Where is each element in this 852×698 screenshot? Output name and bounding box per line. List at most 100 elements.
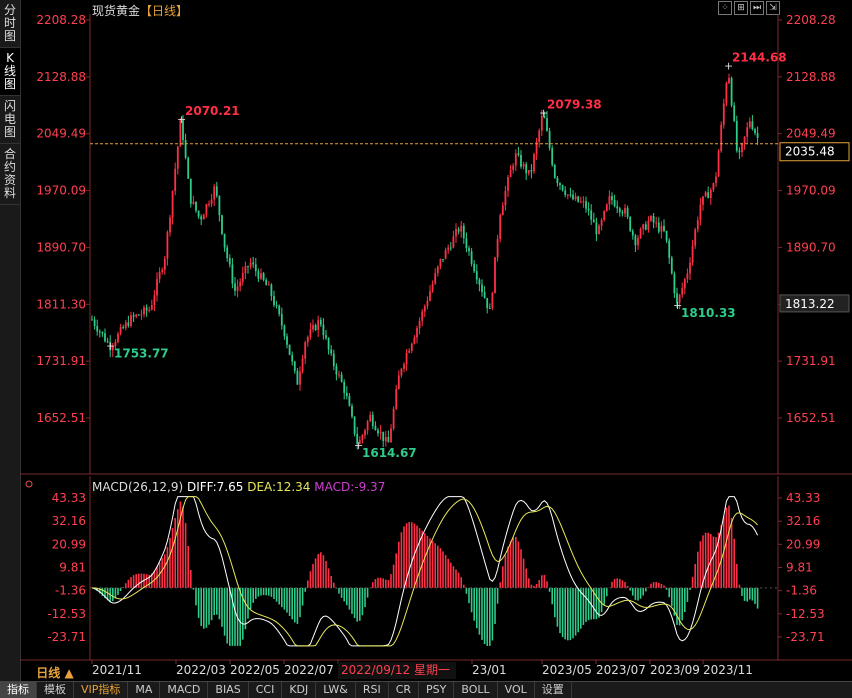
indicator-tab-12[interactable]: BOLL xyxy=(454,682,498,698)
indicator-tab-0[interactable]: 指标 xyxy=(0,682,37,698)
candle-body xyxy=(340,374,343,382)
candle-body xyxy=(434,273,437,284)
candle-body xyxy=(481,284,483,293)
window-control-0-icon[interactable]: ⁘ xyxy=(718,1,732,15)
indicator-tab-6[interactable]: CCI xyxy=(249,682,283,698)
indicator-tab-7[interactable]: KDJ xyxy=(282,682,317,698)
candle-body xyxy=(267,284,270,286)
window-control-1-icon[interactable]: ⊞ xyxy=(734,1,748,15)
indicator-tab-3[interactable]: MA xyxy=(128,682,161,698)
candle-body xyxy=(455,228,457,237)
candle-body xyxy=(101,331,104,334)
macd-tick-right: -23.71 xyxy=(786,630,825,644)
candle-body xyxy=(457,228,460,232)
indicator-tab-5[interactable]: BIAS xyxy=(208,682,249,698)
macd-tick-right: -12.53 xyxy=(786,607,825,621)
x-tick-label: 23/01 xyxy=(472,663,507,677)
candle-body xyxy=(143,307,145,315)
candle-body xyxy=(720,124,723,152)
candle-body xyxy=(189,178,192,204)
candle-body xyxy=(436,266,439,274)
candle-body xyxy=(234,283,236,291)
candle-body xyxy=(735,120,738,151)
candle-body xyxy=(252,262,255,265)
indicator-tab-8[interactable]: LW& xyxy=(316,682,356,698)
candle-body xyxy=(696,220,699,230)
candle-body xyxy=(293,361,296,371)
window-control-3-icon[interactable]: ⇲ xyxy=(766,1,780,15)
candle-body xyxy=(327,338,330,350)
indicator-tab-13[interactable]: VOL xyxy=(498,682,535,698)
candle-body xyxy=(195,201,197,211)
price-tick-right: 1731.91 xyxy=(786,354,836,368)
candle-body xyxy=(488,308,491,310)
candle-body xyxy=(741,143,743,153)
candle-body xyxy=(348,396,351,406)
x-tick-label: 2023/09 xyxy=(650,663,700,677)
candle-body xyxy=(520,155,522,167)
candle-body xyxy=(299,371,301,385)
period-selector[interactable]: 日线 ▲ xyxy=(36,666,74,680)
candle-body xyxy=(241,273,244,282)
macd-settings-icon[interactable] xyxy=(25,480,33,488)
candle-body xyxy=(442,258,444,260)
candle-body xyxy=(644,224,647,230)
candle-body xyxy=(351,405,353,417)
candle-body xyxy=(369,414,372,422)
candle-body xyxy=(618,208,621,213)
candle-body xyxy=(709,189,712,199)
candle-body xyxy=(657,222,660,232)
candle-body xyxy=(754,129,756,134)
candle-body xyxy=(301,358,304,372)
candle-body xyxy=(174,168,177,192)
macd-dea: DEA:12.34 xyxy=(247,480,311,494)
candle-body xyxy=(694,229,697,246)
price-tick-right: 1970.09 xyxy=(786,184,836,198)
indicator-tab-4[interactable]: MACD xyxy=(160,682,209,698)
candle-body xyxy=(364,430,366,436)
candle-body xyxy=(577,196,580,202)
candle-body xyxy=(382,431,385,442)
price-tick-left: 1811.30 xyxy=(36,297,86,311)
candle-body xyxy=(592,219,595,223)
candle-body xyxy=(605,204,608,211)
candle-body xyxy=(296,370,299,385)
indicator-tab-1[interactable]: 模板 xyxy=(37,682,74,698)
candle-body xyxy=(743,136,746,144)
candle-body xyxy=(473,263,476,272)
candle-body xyxy=(392,408,395,429)
candle-body xyxy=(96,325,99,332)
candle-body xyxy=(109,341,112,351)
candle-body xyxy=(486,297,489,309)
indicator-tab-11[interactable]: PSY xyxy=(419,682,455,698)
candle-body xyxy=(691,245,694,263)
candle-body xyxy=(104,333,106,342)
x-tick-label: 2022/03 xyxy=(176,663,226,677)
cursor-date-label: 2022/09/12 星期一 xyxy=(341,663,450,677)
candle-body xyxy=(639,228,642,238)
price-panel: 2208.28 2208.28 2128.88 2128.88 2049.49 2049.… xyxy=(20,13,852,475)
candle-body xyxy=(366,421,369,431)
indicator-tab-14[interactable]: 设置 xyxy=(535,682,572,698)
x-tick-label: 2023/11 xyxy=(703,663,753,677)
candle-body xyxy=(236,286,239,291)
candle-body xyxy=(182,120,184,140)
window-control-2-icon[interactable]: ⏭ xyxy=(750,1,764,15)
candle-body xyxy=(249,262,252,267)
indicator-tab-9[interactable]: RSI xyxy=(356,682,389,698)
sidebar-tab-3[interactable]: 合约资料 xyxy=(0,144,20,205)
candle-body xyxy=(117,333,119,342)
candle-body xyxy=(345,392,348,397)
sidebar-tab-0[interactable]: 分时图 xyxy=(0,0,20,48)
extreme-marker: + xyxy=(539,106,548,119)
candle-body xyxy=(158,271,161,280)
sidebar-tab-2[interactable]: 闪电图 xyxy=(0,96,20,144)
candle-body xyxy=(595,222,598,235)
candle-body xyxy=(564,190,567,195)
indicator-tab-2[interactable]: VIP指标 xyxy=(74,682,129,698)
candle-body xyxy=(478,279,481,285)
indicator-tab-10[interactable]: CR xyxy=(389,682,420,698)
candle-body xyxy=(509,169,512,178)
macd-histogram xyxy=(93,501,759,646)
